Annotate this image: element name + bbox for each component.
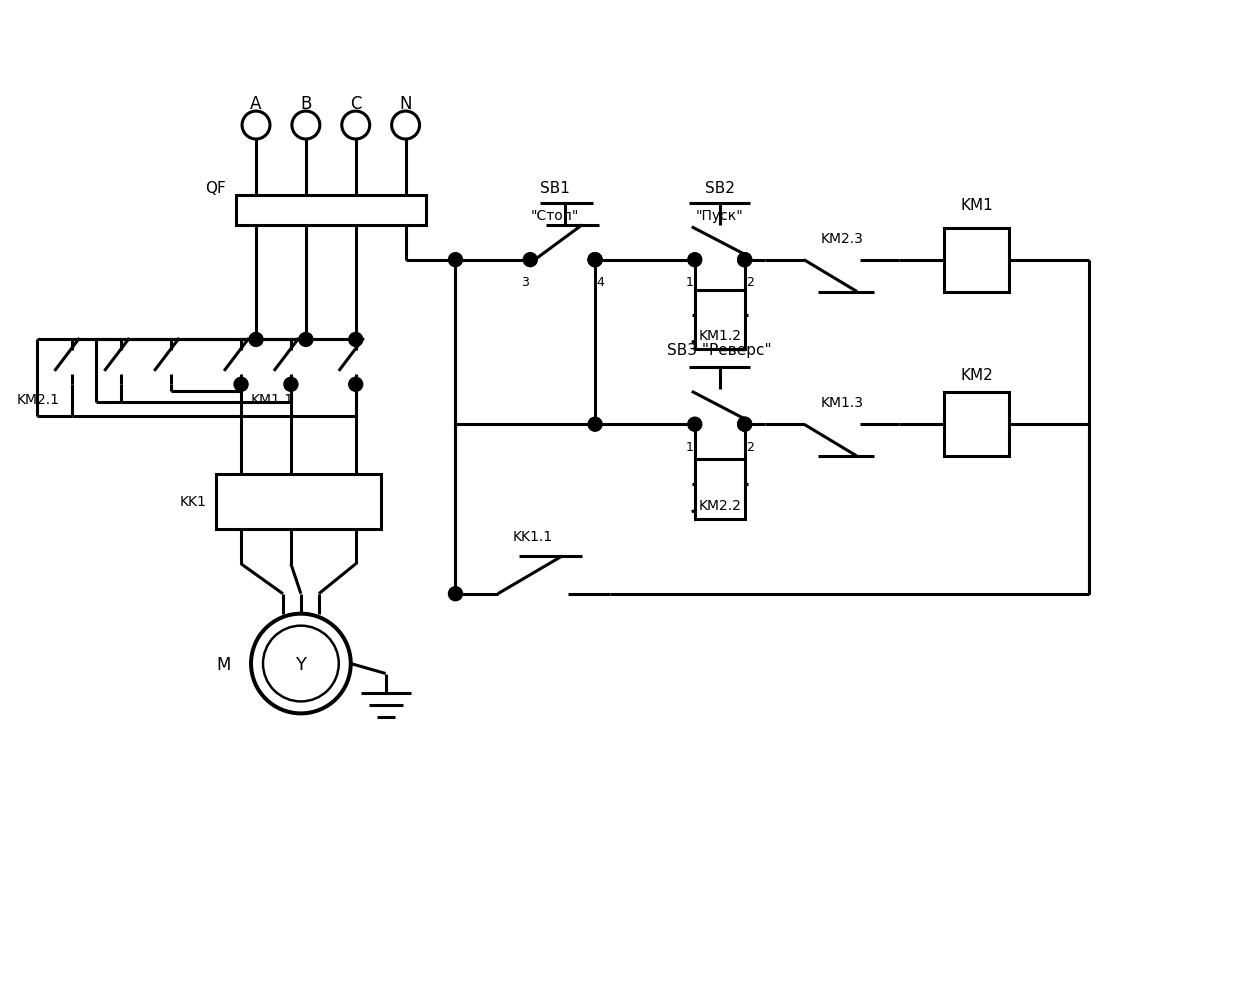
Circle shape	[284, 378, 297, 392]
Bar	[237, 196, 425, 226]
Text: KM2: KM2	[960, 368, 992, 383]
Circle shape	[342, 112, 369, 140]
Circle shape	[299, 333, 313, 347]
Text: C: C	[349, 95, 362, 113]
Text: "Стоп": "Стоп"	[532, 209, 580, 223]
Circle shape	[737, 417, 752, 431]
Bar	[695, 290, 745, 350]
Circle shape	[392, 112, 420, 140]
Bar	[944, 393, 1009, 456]
Bar	[695, 459, 745, 520]
Text: KM2.2: KM2.2	[699, 498, 741, 513]
Circle shape	[234, 378, 248, 392]
Text: 4: 4	[596, 275, 603, 289]
Circle shape	[252, 614, 351, 714]
Circle shape	[589, 253, 602, 267]
Circle shape	[737, 253, 752, 267]
Text: KK1.1: KK1.1	[513, 530, 553, 544]
Text: 3: 3	[522, 275, 529, 289]
Text: SB2: SB2	[705, 181, 735, 196]
Text: QF: QF	[206, 181, 225, 196]
Circle shape	[449, 253, 462, 267]
Text: 2: 2	[746, 440, 753, 453]
Circle shape	[688, 417, 701, 431]
Circle shape	[292, 112, 320, 140]
Text: KK1: KK1	[180, 495, 206, 509]
Circle shape	[737, 253, 752, 267]
Circle shape	[589, 253, 602, 267]
Circle shape	[263, 626, 338, 702]
Text: KM1: KM1	[960, 198, 992, 213]
Text: "Пуск": "Пуск"	[696, 209, 743, 223]
Circle shape	[688, 253, 701, 267]
Circle shape	[449, 587, 462, 601]
Text: SB3 "Реверс": SB3 "Реверс"	[668, 343, 772, 358]
Circle shape	[589, 417, 602, 431]
Text: M: M	[217, 655, 232, 673]
Text: KM2.3: KM2.3	[820, 232, 864, 246]
Text: 1: 1	[686, 440, 694, 453]
Circle shape	[523, 253, 538, 267]
Text: N: N	[399, 95, 411, 113]
Bar	[944, 229, 1009, 292]
Text: B: B	[300, 95, 311, 113]
Text: 2: 2	[746, 275, 753, 289]
Text: SB1: SB1	[540, 181, 570, 196]
Text: KM1.3: KM1.3	[820, 396, 864, 410]
Bar	[216, 474, 380, 530]
Text: KM1.1: KM1.1	[252, 393, 294, 407]
Circle shape	[737, 417, 752, 431]
Circle shape	[348, 333, 363, 347]
Circle shape	[242, 112, 270, 140]
Text: A: A	[250, 95, 261, 113]
Text: KM2.1: KM2.1	[16, 393, 59, 407]
Circle shape	[249, 333, 263, 347]
Text: 1: 1	[686, 275, 694, 289]
Text: KM1.2: KM1.2	[699, 329, 741, 343]
Text: Y: Y	[295, 655, 306, 673]
Circle shape	[348, 378, 363, 392]
